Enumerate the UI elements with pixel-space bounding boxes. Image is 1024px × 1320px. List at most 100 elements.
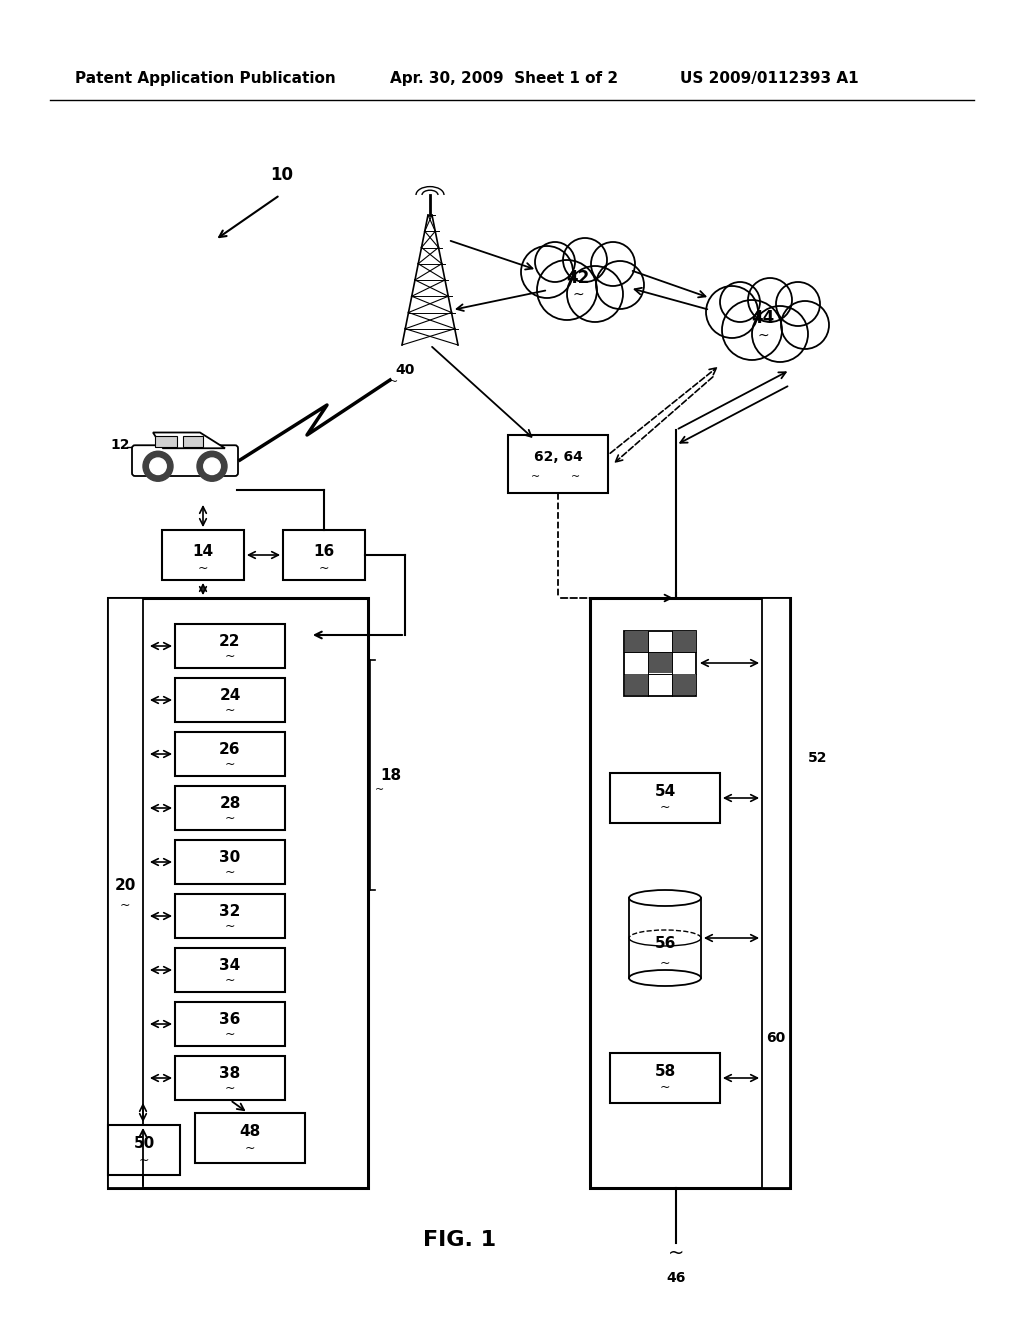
Text: 10: 10 xyxy=(270,166,293,183)
Text: 18: 18 xyxy=(380,767,401,783)
Text: ~: ~ xyxy=(224,974,236,986)
FancyBboxPatch shape xyxy=(183,436,203,447)
Text: 46: 46 xyxy=(667,1271,686,1284)
Circle shape xyxy=(596,261,644,309)
Text: US 2009/0112393 A1: US 2009/0112393 A1 xyxy=(680,70,859,86)
Text: 14: 14 xyxy=(193,544,214,560)
Text: ~: ~ xyxy=(757,329,769,343)
Text: FIG. 1: FIG. 1 xyxy=(424,1230,497,1250)
Text: 22: 22 xyxy=(219,635,241,649)
Text: ~: ~ xyxy=(375,785,384,795)
Text: 60: 60 xyxy=(766,1031,785,1045)
FancyBboxPatch shape xyxy=(629,898,701,978)
Bar xyxy=(610,774,720,822)
Text: Apr. 30, 2009  Sheet 1 of 2: Apr. 30, 2009 Sheet 1 of 2 xyxy=(390,70,618,86)
Text: 54: 54 xyxy=(654,784,676,799)
Text: 48: 48 xyxy=(240,1125,261,1139)
FancyBboxPatch shape xyxy=(132,445,238,477)
Circle shape xyxy=(197,451,227,482)
Bar xyxy=(175,840,285,884)
Text: ~: ~ xyxy=(224,920,236,932)
Circle shape xyxy=(535,242,575,282)
Circle shape xyxy=(748,279,792,322)
Text: 16: 16 xyxy=(313,544,335,560)
Circle shape xyxy=(143,451,173,482)
Circle shape xyxy=(537,260,597,319)
Ellipse shape xyxy=(629,890,701,906)
Bar xyxy=(108,1125,180,1175)
Bar xyxy=(673,675,695,696)
Text: ~: ~ xyxy=(224,649,236,663)
Text: 50: 50 xyxy=(133,1137,155,1151)
Text: ~: ~ xyxy=(224,866,236,879)
Text: ~: ~ xyxy=(571,473,581,482)
Ellipse shape xyxy=(629,970,701,986)
Bar xyxy=(624,631,696,696)
Text: 30: 30 xyxy=(219,850,241,866)
Text: 28: 28 xyxy=(219,796,241,812)
Text: ~: ~ xyxy=(572,288,584,302)
Text: 24: 24 xyxy=(219,689,241,704)
Bar xyxy=(673,631,695,652)
Text: ~: ~ xyxy=(318,561,330,574)
Text: 20: 20 xyxy=(115,878,136,892)
Text: 52: 52 xyxy=(808,751,827,766)
Bar xyxy=(625,631,647,652)
Bar xyxy=(175,894,285,939)
Bar xyxy=(590,598,790,1188)
Polygon shape xyxy=(153,433,225,449)
Text: 42: 42 xyxy=(566,269,590,286)
Text: ~: ~ xyxy=(224,758,236,771)
Text: 44: 44 xyxy=(752,309,774,327)
Bar xyxy=(108,598,143,1188)
Text: ~: ~ xyxy=(224,1027,236,1040)
Text: Patent Application Publication: Patent Application Publication xyxy=(75,70,336,86)
Text: ~: ~ xyxy=(531,473,541,482)
Bar xyxy=(625,675,647,696)
Bar xyxy=(162,531,244,579)
FancyBboxPatch shape xyxy=(155,436,177,447)
Bar xyxy=(175,678,285,722)
Bar xyxy=(610,1053,720,1104)
Circle shape xyxy=(204,458,220,474)
Text: 26: 26 xyxy=(219,742,241,758)
Text: 12: 12 xyxy=(110,438,129,451)
Text: ~: ~ xyxy=(198,561,208,574)
Circle shape xyxy=(563,238,607,282)
Bar xyxy=(175,1056,285,1100)
Circle shape xyxy=(591,242,635,286)
Text: ~: ~ xyxy=(224,1081,236,1094)
Bar xyxy=(762,598,790,1188)
Text: 32: 32 xyxy=(219,904,241,920)
Bar xyxy=(175,948,285,993)
Text: 40: 40 xyxy=(395,363,415,378)
Bar xyxy=(508,436,608,492)
Text: 36: 36 xyxy=(219,1012,241,1027)
Bar xyxy=(283,531,365,579)
Circle shape xyxy=(567,267,623,322)
Text: 58: 58 xyxy=(654,1064,676,1078)
Bar xyxy=(195,1113,305,1163)
Bar xyxy=(175,1002,285,1045)
Text: ~: ~ xyxy=(659,957,671,969)
Text: 38: 38 xyxy=(219,1067,241,1081)
Text: ~: ~ xyxy=(659,800,671,813)
Text: ~: ~ xyxy=(659,1081,671,1093)
Text: ~: ~ xyxy=(224,704,236,717)
Bar xyxy=(648,652,672,673)
Circle shape xyxy=(706,286,758,338)
Text: ~: ~ xyxy=(245,1142,255,1155)
Text: ~: ~ xyxy=(120,899,130,912)
Text: 62, 64: 62, 64 xyxy=(534,450,583,465)
Circle shape xyxy=(781,301,829,348)
Circle shape xyxy=(720,282,760,322)
Bar xyxy=(175,624,285,668)
Bar xyxy=(175,733,285,776)
Circle shape xyxy=(521,246,573,298)
Bar xyxy=(108,598,368,1188)
Bar xyxy=(175,785,285,830)
Circle shape xyxy=(776,282,820,326)
Circle shape xyxy=(722,300,782,360)
Text: 56: 56 xyxy=(654,936,676,950)
Text: ~: ~ xyxy=(138,1154,150,1167)
